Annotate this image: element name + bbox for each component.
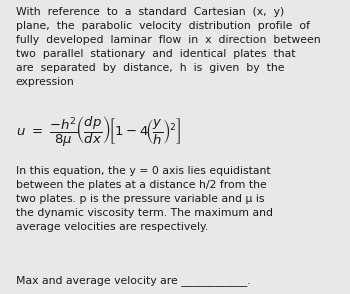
Text: With  reference  to  a  standard  Cartesian  (x,  y)
plane,  the  parabolic  vel: With reference to a standard Cartesian (… [16, 7, 320, 87]
Text: In this equation, the y = 0 axis lies equidistant
between the plates at a distan: In this equation, the y = 0 axis lies eq… [16, 166, 273, 232]
Text: $u\ =\ \dfrac{-h^2}{8\mu}\!\left(\dfrac{dp}{dx}\right)\!\left[1-4\!\left(\dfrac{: $u\ =\ \dfrac{-h^2}{8\mu}\!\left(\dfrac{… [16, 114, 181, 148]
Text: Max and average velocity are ____________.: Max and average velocity are ___________… [16, 275, 250, 286]
